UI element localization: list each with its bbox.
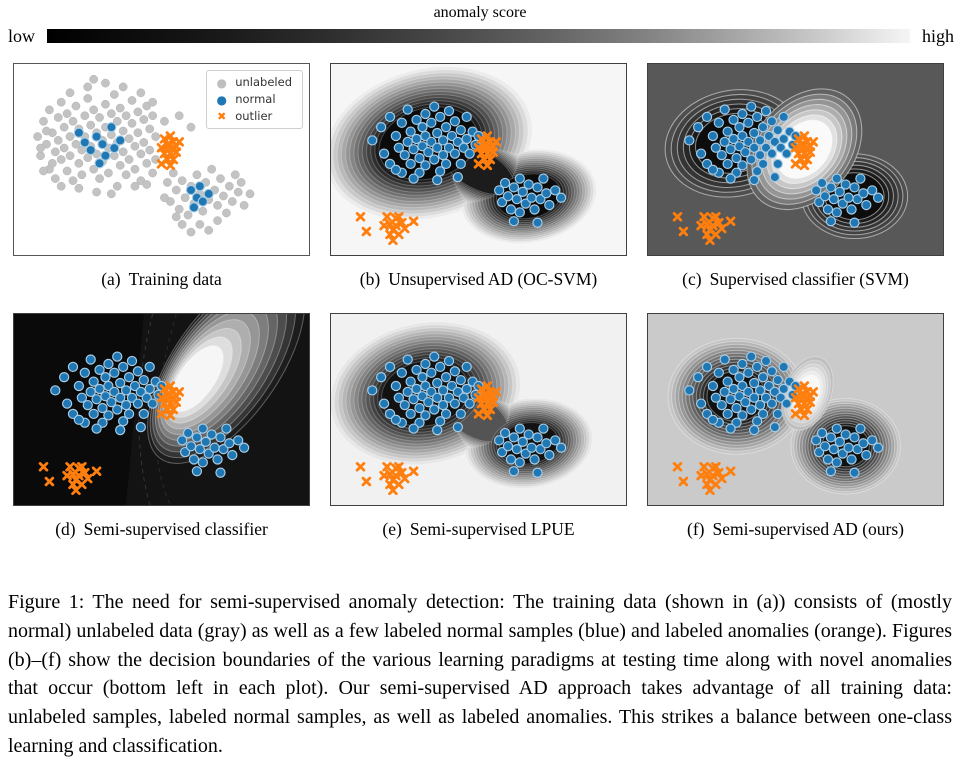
- colorbar-gradient: [47, 29, 910, 43]
- legend-label-normal: normal: [235, 91, 276, 106]
- colorbar-section: anomaly score low high: [0, 0, 960, 48]
- panel-e: (e) Semi-supervised LPUE: [330, 313, 627, 563]
- panel-c-title: Supervised classifier (SVM): [709, 269, 909, 289]
- unlabeled-marker-icon: ●: [216, 75, 227, 90]
- panel-f: (f) Semi-supervised AD (ours): [647, 313, 944, 563]
- panel-c-caption: (c) Supervised classifier (SVM): [647, 269, 944, 290]
- plot-semi-classifier: [13, 313, 310, 506]
- panel-d-caption: (d) Semi-supervised classifier: [13, 519, 310, 540]
- panel-b-tag: (b): [359, 269, 381, 289]
- panel-a-title: Training data: [128, 269, 222, 289]
- legend-item-normal: ● normal: [215, 91, 292, 107]
- panel-e-tag: (e): [382, 519, 402, 539]
- panel-a-caption: (a) Training data: [13, 269, 310, 290]
- panel-d-tag: (d): [55, 519, 76, 539]
- panel-a: ● unlabeled ● normal ✖ outlier (a) Traini…: [13, 63, 310, 313]
- plot-lpue: [330, 313, 627, 506]
- panel-row-top: ● unlabeled ● normal ✖ outlier (a) Traini…: [13, 63, 960, 313]
- outlier-marker-icon: ✖: [217, 109, 227, 123]
- panel-c: (c) Supervised classifier (SVM): [647, 63, 944, 313]
- plot-ocsvm: [330, 63, 627, 256]
- panel-b-title: Unsupervised AD (OC-SVM): [388, 269, 598, 289]
- legend: ● unlabeled ● normal ✖ outlier: [206, 70, 303, 130]
- plot-svm: [647, 63, 944, 256]
- figure-caption: Figure 1: The need for semi-supervised a…: [8, 591, 952, 757]
- panel-b: (b) Unsupervised AD (OC-SVM): [330, 63, 627, 313]
- panel-e-title: Semi-supervised LPUE: [409, 519, 575, 539]
- panel-b-caption: (b) Unsupervised AD (OC-SVM): [330, 269, 627, 290]
- normal-marker-icon: ●: [216, 92, 227, 107]
- panel-grid: ● unlabeled ● normal ✖ outlier (a) Traini…: [0, 63, 960, 563]
- panel-f-tag: (f): [687, 519, 705, 539]
- panel-d: (d) Semi-supervised classifier: [13, 313, 310, 563]
- panel-e-caption: (e) Semi-supervised LPUE: [330, 519, 627, 540]
- panel-f-title: Semi-supervised AD (ours): [712, 519, 904, 539]
- legend-item-unlabeled: ● unlabeled: [215, 75, 292, 90]
- panel-row-bottom: (d) Semi-supervised classifier (e) Semi-su…: [13, 313, 960, 563]
- legend-item-outlier: ✖ outlier: [215, 108, 292, 124]
- panel-a-tag: (a): [101, 269, 121, 289]
- legend-label-unlabeled: unlabeled: [235, 75, 292, 89]
- colorbar-title: anomaly score: [433, 4, 527, 21]
- plot-ours: [647, 313, 944, 506]
- colorbar-high-label: high: [921, 26, 954, 46]
- panel-d-title: Semi-supervised classifier: [83, 519, 268, 539]
- panel-f-caption: (f) Semi-supervised AD (ours): [647, 519, 944, 540]
- panel-c-tag: (c): [682, 269, 702, 289]
- colorbar-low-label: low: [8, 26, 35, 46]
- legend-label-outlier: outlier: [235, 108, 273, 123]
